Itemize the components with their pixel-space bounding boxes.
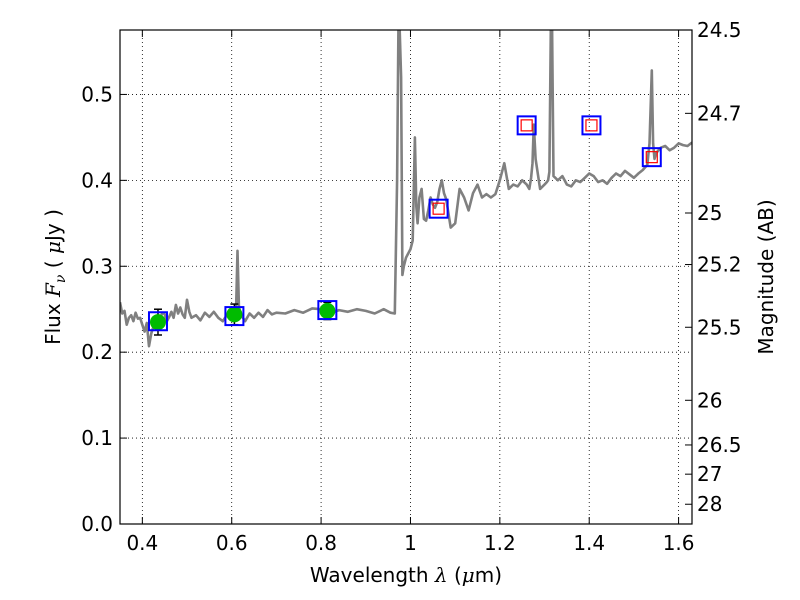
y2-axis-title: Magnitude (AB)	[754, 199, 778, 354]
model-square	[516, 115, 537, 136]
model-square-inner	[585, 119, 598, 132]
spectrum-layer	[120, 30, 692, 348]
model-square	[581, 115, 602, 136]
y2-tick-label: 25.2	[697, 253, 742, 277]
grid	[120, 30, 692, 525]
y2-tick-label: 26.5	[697, 433, 742, 457]
x-tick-label: 1.6	[663, 531, 695, 555]
y2-tick-label: 24.7	[697, 101, 742, 125]
spectrum-line	[120, 30, 692, 348]
x-tick-label: 0.6	[216, 531, 248, 555]
model-square	[317, 300, 338, 321]
model-square	[428, 198, 449, 219]
x-tick-label: 1.2	[484, 531, 516, 555]
photometry-layer	[147, 115, 662, 336]
y-tick-label: 0.3	[81, 254, 113, 278]
model-square-inner	[520, 119, 533, 132]
observed-point	[226, 306, 243, 323]
y-axis-title: Flux Fν ( μJy )	[41, 209, 69, 345]
y-tick-label: 0.5	[81, 82, 113, 106]
plot-frame	[119, 29, 693, 525]
y2-tick-label: 25	[697, 201, 722, 225]
model-square-inner	[432, 202, 445, 215]
y2-tick-label: 26	[697, 388, 722, 412]
y2-tick-label: 28	[697, 492, 722, 516]
y-tick-label: 0.2	[81, 340, 113, 364]
y2-tick-label: 24.5	[697, 18, 742, 42]
axis-ticks: 0.4 0.6 0.8 1 1.2 1.4 1.6 0.0 0.1 0.2 0.3 0.4 0.5 24.…	[81, 18, 741, 555]
y2-tick-label: 27	[697, 462, 722, 486]
model-square-inner	[645, 151, 658, 164]
y-tick-label: 0.4	[81, 168, 113, 192]
observed-point	[319, 302, 336, 319]
x-tick-label: 1	[404, 531, 417, 555]
y-tick-label: 0.0	[81, 512, 113, 536]
x-tick-label: 0.4	[126, 531, 158, 555]
x-tick-label: 0.8	[305, 531, 337, 555]
observed-point	[149, 314, 166, 331]
y2-tick-label: 25.5	[697, 315, 742, 339]
x-tick-label: 1.4	[573, 531, 605, 555]
x-axis-title: Wavelength λ (μm)	[310, 563, 502, 587]
model-square	[147, 311, 168, 332]
y-tick-label: 0.1	[81, 426, 113, 450]
model-square	[224, 306, 245, 327]
model-square	[641, 147, 662, 168]
